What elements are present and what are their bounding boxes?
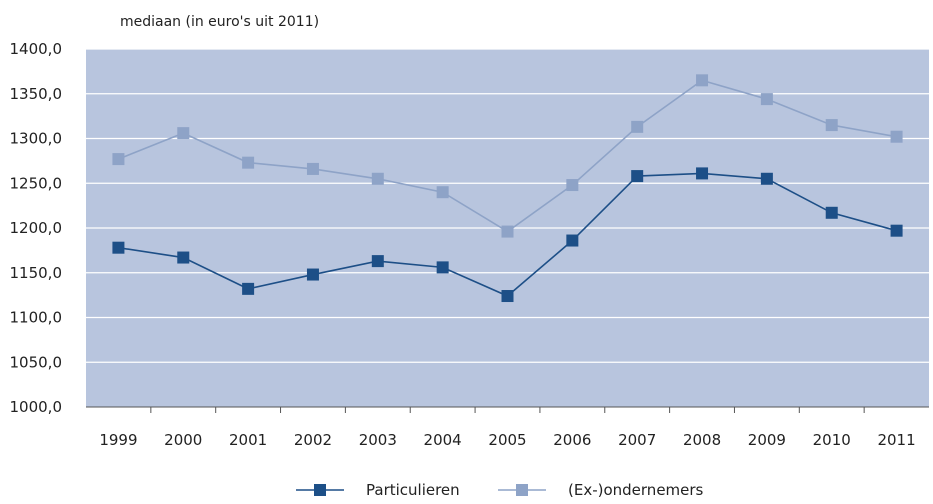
x-tick-label: 2004 [424,431,462,449]
data-point [371,172,384,185]
data-point [112,153,125,166]
legend-marker [516,484,528,496]
data-point [112,241,125,254]
data-point [177,251,190,264]
data-point [760,93,773,106]
x-tick-label: 2002 [294,431,332,449]
data-point [825,119,838,132]
legend-item: Particulieren [296,481,460,499]
x-tick-label: 2008 [683,431,721,449]
y-tick-label: 1050,0 [10,353,63,371]
data-point [371,255,384,268]
data-point [242,282,255,295]
legend: Particulieren (Ex-)ondernemers [296,481,704,499]
legend-label: Particulieren [366,481,460,499]
x-tick-label: 2003 [359,431,397,449]
y-tick-label: 1400,0 [10,40,63,58]
data-point [306,268,319,281]
data-point [242,156,255,169]
series-2 [112,74,903,238]
x-tick-label: 2009 [748,431,786,449]
data-point [890,224,903,237]
data-point [825,206,838,219]
legend-item: (Ex-)ondernemers [498,481,704,499]
data-point [890,130,903,143]
x-tick-label: 2000 [164,431,202,449]
y-tick-label: 1100,0 [10,309,63,327]
data-point [566,234,579,247]
y-tick-label: 1250,0 [10,174,63,192]
series-layer [112,74,903,303]
y-tick-label: 1200,0 [10,219,63,237]
data-point [306,162,319,175]
data-point [436,261,449,274]
y-tick-label: 1350,0 [10,85,63,103]
legend-label: (Ex-)ondernemers [568,481,704,499]
data-point [696,167,709,180]
y-tick-label: 1000,0 [10,398,63,416]
x-tick-label: 2006 [553,431,591,449]
x-tick-label: 2011 [877,431,915,449]
data-point [501,290,514,303]
x-tick-label: 2001 [229,431,267,449]
data-point [501,225,514,238]
data-point [566,179,579,192]
y-tick-label: 1300,0 [10,130,63,148]
x-axis: 1999 2000 2001 2002 2003 2004 2005 2006 2007 2008… [86,406,929,449]
data-point [631,120,644,133]
legend-marker [314,484,326,496]
data-point [696,74,709,87]
data-point [436,186,449,199]
series-1 [112,167,903,303]
data-point [177,127,190,140]
x-tick-label: 2005 [488,431,526,449]
x-tick-label: 1999 [99,431,137,449]
x-tick-label: 2010 [813,431,851,449]
gridlines [86,48,929,363]
data-point [760,172,773,185]
y-tick-label: 1150,0 [10,264,63,282]
y-axis-label: mediaan (in euro's uit 2011) [120,14,319,30]
x-tick-label: 2007 [618,431,656,449]
data-point [631,170,644,183]
y-axis-ticks: 1000,0 1050,0 1100,0 1150,0 1200,0 1250,0 1300… [10,40,63,416]
